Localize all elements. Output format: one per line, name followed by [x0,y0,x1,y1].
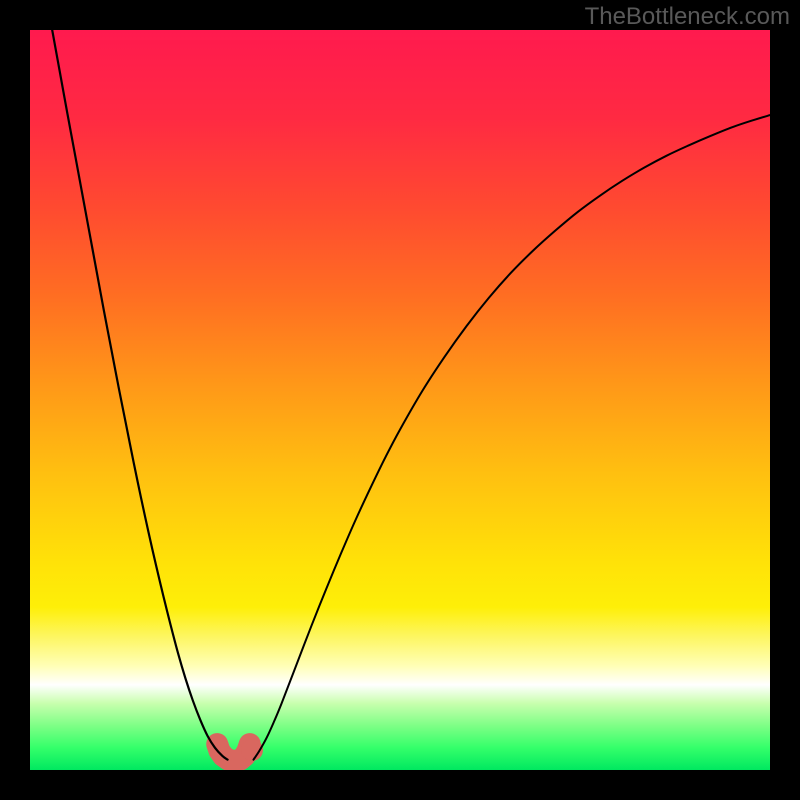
outer-black-frame [0,0,800,800]
watermark-text: TheBottleneck.com [585,3,790,31]
curve-right [253,115,770,760]
plot-area [30,30,770,770]
curve-left [52,30,227,760]
bottleneck-curves [30,30,770,770]
